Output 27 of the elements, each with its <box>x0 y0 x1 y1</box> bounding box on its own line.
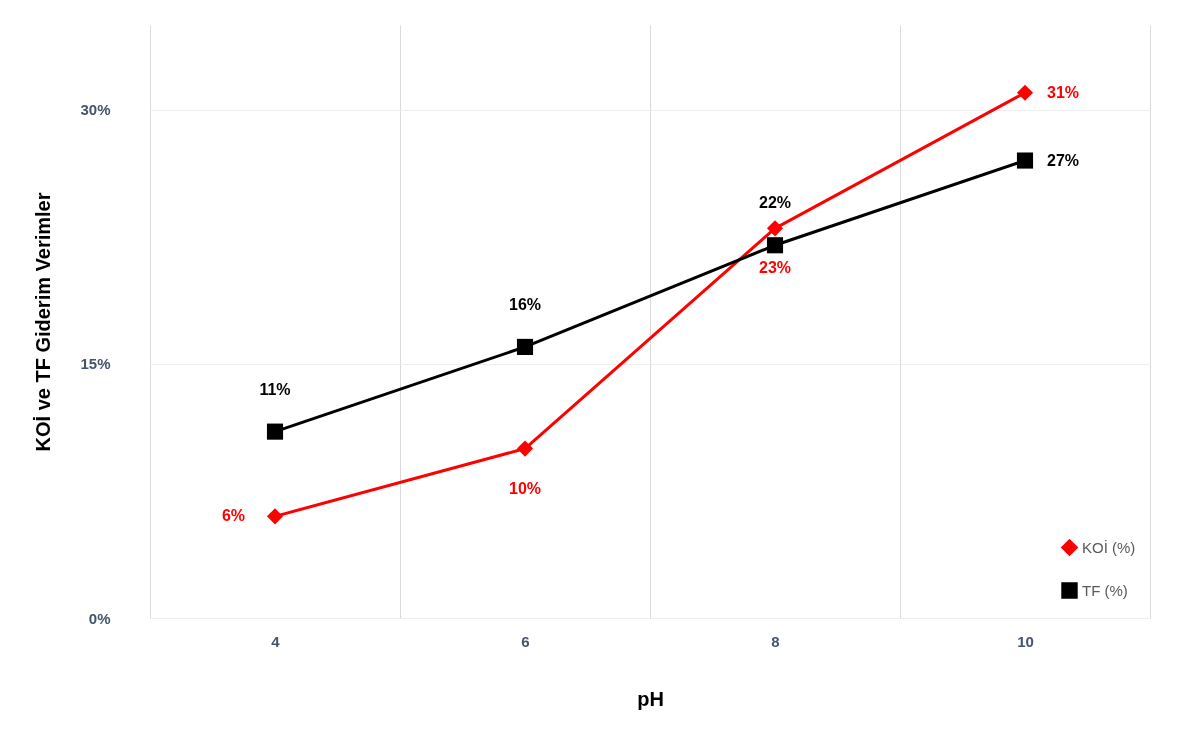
data-label: 27% <box>1047 151 1080 169</box>
y-axis-title: KOİ ve TF Giderim Verimler <box>32 192 55 452</box>
legend-label: TF (%) <box>1082 581 1128 599</box>
data-label: 10% <box>508 479 542 497</box>
data-label: 31% <box>1047 83 1080 101</box>
point <box>266 423 284 440</box>
y-tick-label: 15% <box>80 355 111 373</box>
point <box>516 440 534 457</box>
x-tick-label: 4 <box>271 632 281 650</box>
data-label: 16% <box>508 295 542 313</box>
y-tick-label: 30% <box>80 101 111 119</box>
point <box>1016 84 1034 101</box>
point <box>766 220 784 237</box>
x-tick-label: 8 <box>771 632 780 650</box>
point <box>266 508 284 525</box>
point <box>1016 152 1034 169</box>
data-label: 6% <box>221 507 245 525</box>
x-axis-title: pH <box>637 687 664 710</box>
data-label: 11% <box>259 380 291 398</box>
data-label: 22% <box>758 194 792 212</box>
y-tick-label: 0% <box>88 609 111 627</box>
point <box>516 338 534 355</box>
x-tick-label: 6 <box>521 632 530 650</box>
x-tick-label: 10 <box>1017 632 1034 650</box>
legend-label: KOİ (%) <box>1082 538 1136 556</box>
data-label: 23% <box>758 259 792 277</box>
point <box>766 237 784 254</box>
